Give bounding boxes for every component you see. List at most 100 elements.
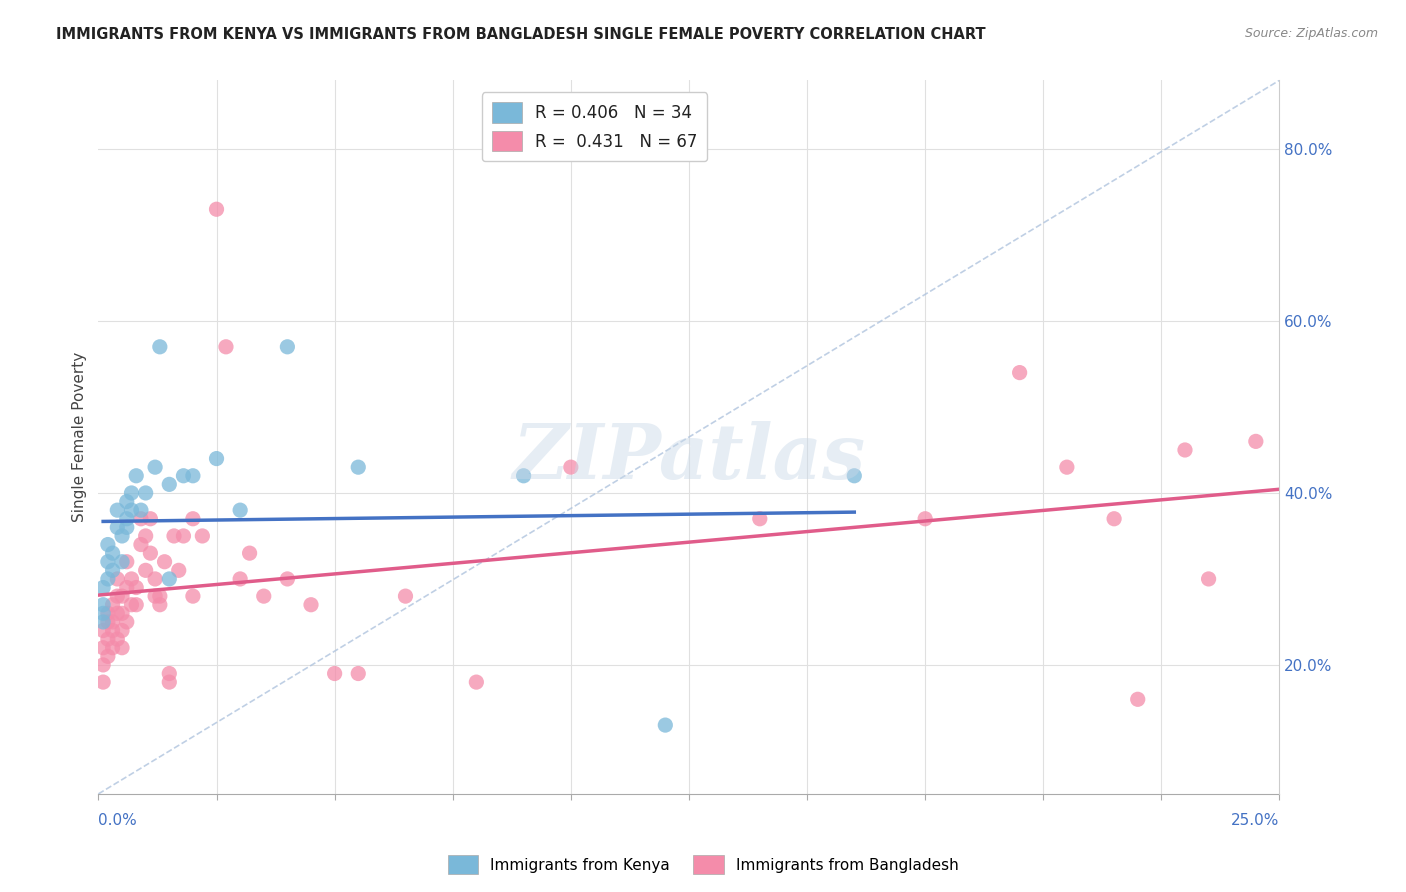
Point (125, 581, 148, 595)
Point (1198, 572, 1220, 586)
Point (465, 675, 488, 690)
Point (115, 494, 138, 508)
Point (149, 598, 172, 612)
Point (512, 468, 534, 483)
Point (135, 529, 157, 543)
Point (157, 477, 180, 491)
Y-axis label: Single Female Poverty: Single Female Poverty (72, 352, 87, 522)
Point (1008, 366, 1031, 380)
Point (143, 572, 166, 586)
Point (97, 537, 120, 551)
Point (149, 589, 172, 603)
Point (105, 520, 128, 534)
Point (844, 468, 866, 483)
Point (111, 624, 134, 638)
Point (91, 581, 114, 595)
Point (91, 657, 114, 672)
Point (347, 666, 370, 681)
Point (205, 451, 228, 466)
Point (121, 503, 143, 517)
Point (163, 529, 186, 543)
Point (97, 572, 120, 586)
Point (115, 555, 138, 569)
Point (97, 615, 120, 629)
Point (105, 632, 128, 647)
Point (157, 675, 180, 690)
Point (239, 546, 262, 560)
Point (111, 555, 134, 569)
Point (101, 624, 124, 638)
Point (299, 598, 322, 612)
Point (143, 460, 166, 475)
Point (97, 607, 120, 621)
Point (101, 615, 124, 629)
Point (121, 486, 143, 500)
Point (125, 468, 148, 483)
Legend: R = 0.406   N = 34, R =  0.431   N = 67: R = 0.406 N = 34, R = 0.431 N = 67 (482, 92, 707, 161)
Legend: Immigrants from Kenya, Immigrants from Bangladesh: Immigrants from Kenya, Immigrants from B… (441, 849, 965, 880)
Point (167, 563, 190, 577)
Point (1174, 442, 1197, 457)
Point (101, 546, 124, 560)
Point (105, 572, 128, 586)
Point (101, 563, 124, 577)
Text: Source: ZipAtlas.com: Source: ZipAtlas.com (1244, 27, 1378, 40)
Point (91, 615, 114, 629)
Point (205, 202, 228, 217)
Point (139, 512, 162, 526)
Point (229, 572, 252, 586)
Point (172, 468, 194, 483)
Point (135, 486, 157, 500)
Point (1056, 460, 1078, 475)
Point (97, 555, 120, 569)
Point (91, 598, 114, 612)
Point (157, 666, 180, 681)
Point (115, 512, 138, 526)
Point (748, 512, 770, 526)
Point (1126, 692, 1149, 706)
Point (101, 640, 124, 655)
Point (105, 589, 128, 603)
Point (121, 572, 143, 586)
Point (111, 607, 134, 621)
Point (111, 640, 134, 655)
Point (181, 512, 204, 526)
Point (347, 460, 370, 475)
Point (181, 468, 204, 483)
Point (105, 503, 128, 517)
Point (97, 632, 120, 647)
Point (276, 572, 298, 586)
Point (101, 598, 124, 612)
Point (115, 581, 138, 595)
Point (129, 503, 152, 517)
Point (1102, 512, 1125, 526)
Point (139, 546, 162, 560)
Point (394, 589, 416, 603)
Point (215, 340, 238, 354)
Point (172, 529, 194, 543)
Point (276, 340, 298, 354)
Point (191, 529, 214, 543)
Point (129, 537, 152, 551)
Point (111, 589, 134, 603)
Point (105, 607, 128, 621)
Point (135, 563, 157, 577)
Point (560, 460, 582, 475)
Point (115, 520, 138, 534)
Point (91, 675, 114, 690)
Point (149, 340, 172, 354)
Point (654, 718, 676, 732)
Point (91, 640, 114, 655)
Point (143, 589, 166, 603)
Point (129, 512, 152, 526)
Point (115, 615, 138, 629)
Text: 0.0%: 0.0% (98, 814, 138, 828)
Point (91, 624, 114, 638)
Point (1244, 434, 1267, 449)
Point (125, 598, 148, 612)
Text: IMMIGRANTS FROM KENYA VS IMMIGRANTS FROM BANGLADESH SINGLE FEMALE POVERTY CORREL: IMMIGRANTS FROM KENYA VS IMMIGRANTS FROM… (56, 27, 986, 42)
Point (914, 512, 936, 526)
Point (253, 589, 276, 603)
Point (91, 607, 114, 621)
Point (229, 503, 252, 517)
